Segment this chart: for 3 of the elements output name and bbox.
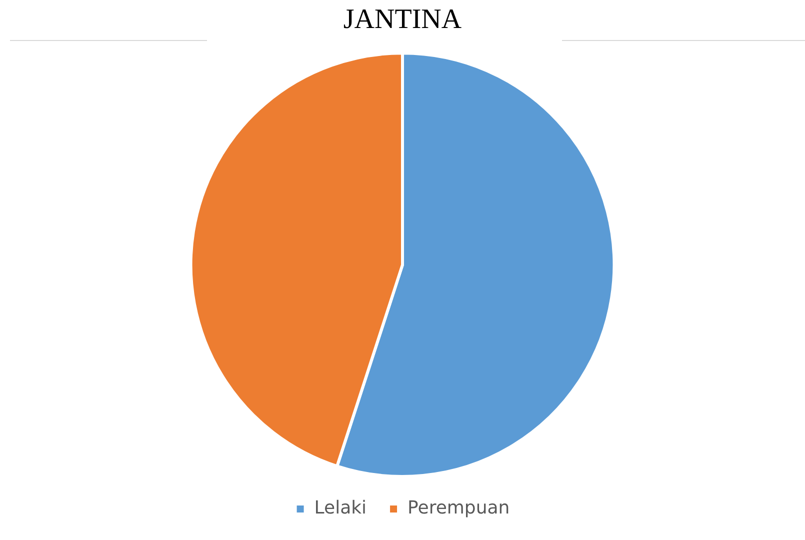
chart-title: JANTINA: [343, 4, 462, 36]
legend-label: Lelaki: [314, 498, 367, 519]
legend-label: Perempuan: [408, 498, 510, 519]
